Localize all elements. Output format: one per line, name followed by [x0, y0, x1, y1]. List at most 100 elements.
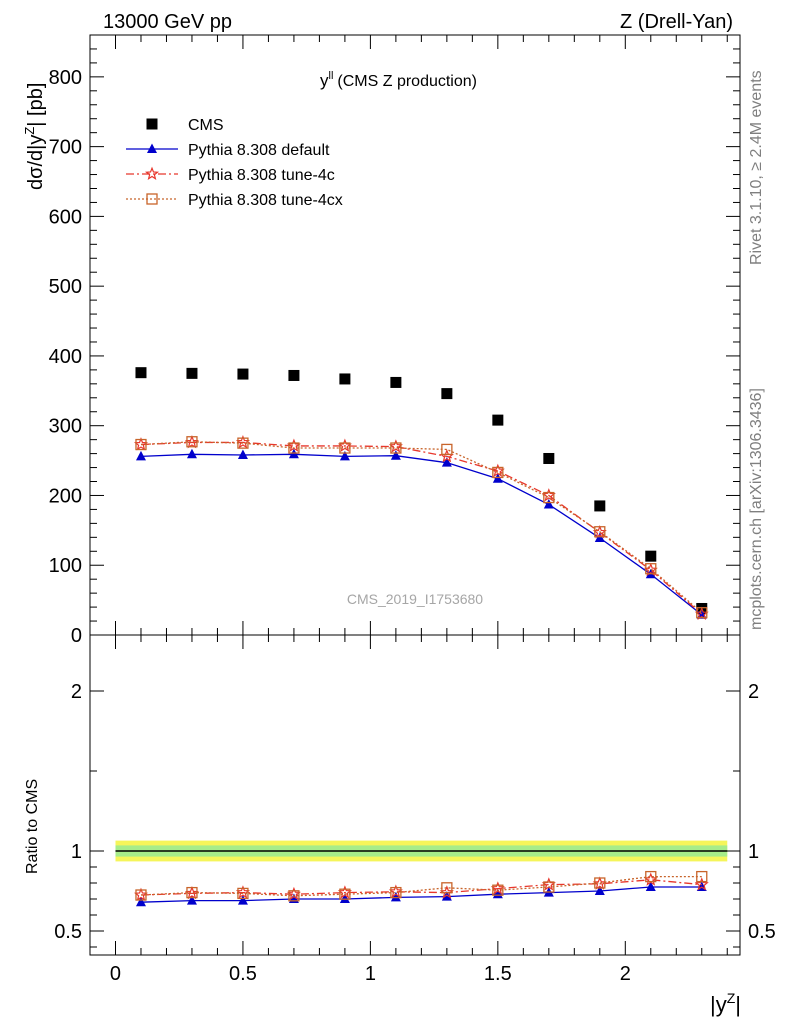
ratio-data-point: [439, 885, 454, 899]
rivet-label: Rivet 3.1.10, ≥ 2.4M events: [748, 70, 765, 265]
ratio-data-point: [186, 895, 197, 905]
main-data-point: [339, 442, 351, 454]
ratio-series-line: [140, 879, 702, 896]
xtick-label: 0.5: [229, 963, 257, 985]
ratio-data-point: [594, 877, 606, 889]
main-data-point: [135, 438, 147, 451]
xlabel: |yZ|: [710, 990, 741, 1017]
ratio-data-point: [237, 895, 248, 905]
legend-entry-2: Pythia 8.308 tune-4c: [126, 166, 335, 184]
plot-title-main: y: [320, 71, 329, 90]
ratio-data-point: [237, 887, 249, 900]
main-series-3: [135, 436, 708, 619]
ratio-data-point: [694, 877, 709, 891]
main-data-point: [696, 607, 708, 619]
main-data-point: [186, 436, 198, 448]
main-ytick-label: 600: [49, 206, 82, 228]
ratio-data-point: [235, 885, 250, 899]
main-data-point: [135, 367, 147, 379]
ratio-frame: [89, 634, 741, 956]
main-data-point: [643, 562, 658, 577]
main-ytick-label: 200: [49, 485, 82, 507]
legend-marker: [146, 118, 158, 130]
main-data-point: [339, 373, 351, 385]
main-data-point: [492, 466, 504, 479]
xlabel-b: |: [735, 992, 741, 1017]
main-data-point: [339, 450, 350, 461]
main-ylabel-b: | [pb]: [25, 83, 47, 127]
ratio-data-point: [390, 886, 402, 899]
main-series-line: [140, 453, 703, 616]
main-ylabel-a: dσ/d|y: [25, 135, 47, 190]
ratio-data-point: [645, 881, 656, 891]
main-ytick-label: 300: [49, 416, 82, 438]
ratio-data-point: [543, 881, 555, 893]
xtick-label: 2: [620, 963, 631, 985]
legend-entry-0: CMS: [146, 117, 224, 134]
ratio-data-point: [643, 872, 658, 886]
ratio-data-point: [390, 891, 401, 902]
xtick-label: 1.5: [484, 963, 512, 985]
ratio-data-point: [594, 885, 605, 895]
main-data-point: [237, 368, 249, 380]
main-series-0: [135, 367, 708, 614]
main-data-point: [541, 488, 556, 502]
ratio-plot: 0.5 0.5 1 1 2 2 0 0.5 1 1.5 2: [54, 634, 776, 985]
main-data-point: [390, 376, 402, 388]
main-ytick-label: 500: [49, 276, 82, 298]
main-series-line: [140, 441, 703, 615]
ratio-data-point: [441, 891, 452, 901]
plot-title: yll (CMS Z production): [320, 70, 477, 90]
legend-marker: [144, 166, 160, 180]
ratio-series-line: [140, 886, 702, 903]
main-data-point: [235, 435, 250, 449]
ratio-series-line: [140, 875, 702, 897]
ratio-data-point: [388, 884, 403, 898]
main-data-point: [388, 439, 403, 453]
ratio-data-point: [645, 870, 657, 883]
main-data-point: [237, 437, 249, 449]
watermark: CMS_2019_I1753680: [347, 591, 483, 607]
main-data-point: [592, 525, 607, 539]
main-data-point: [543, 499, 554, 509]
legend-marker: [146, 193, 158, 205]
main-data-point: [492, 414, 504, 426]
ratio-ylabel: Ratio to CMS: [24, 779, 41, 874]
main-data-point: [135, 450, 146, 461]
main-data-point: [186, 367, 198, 379]
xtick-label: 0: [110, 963, 121, 985]
ratio-ytick-label-right: 2: [748, 681, 759, 703]
main-ytick-label: 0: [71, 625, 82, 647]
ratio-data-point: [186, 886, 198, 899]
main-data-point: [543, 491, 555, 504]
ratio-ytick-label-right: 1: [748, 841, 759, 863]
main-ytick-label: 700: [49, 137, 82, 159]
main-data-point: [694, 606, 709, 621]
ratio-data-point: [492, 884, 504, 896]
ratio-data-point: [441, 882, 453, 894]
main-data-point: [490, 463, 505, 478]
ratio-data-point: [490, 881, 505, 895]
ratio-data-point: [337, 885, 352, 899]
ratio-data-point: [592, 876, 607, 890]
ratio-data-point: [696, 870, 708, 883]
xlabel-a: |y: [710, 992, 727, 1017]
xtick-label: 1: [365, 963, 376, 985]
main-data-point: [133, 437, 149, 451]
ratio-ytick-label-left: 2: [71, 681, 82, 703]
main-ytick-label: 400: [49, 346, 82, 368]
xlabel-sup: Z: [727, 990, 736, 1006]
legend-marker: [147, 143, 157, 153]
plot-title-rest: (CMS Z production): [337, 73, 477, 90]
ratio-data-point: [339, 893, 350, 903]
main-data-point: [441, 388, 453, 400]
main-data-point: [645, 550, 657, 562]
main-ylabel: dσ/d|yZ| [pb]: [22, 83, 47, 190]
legend: CMS Pythia 8.308 default Pythia 8.308 tune…: [126, 117, 343, 209]
main-ylabel-sup: Z: [22, 127, 37, 135]
main-ytick-label: 800: [49, 67, 82, 89]
main-data-point: [543, 452, 555, 464]
main-data-point: [390, 442, 402, 454]
ratio-data-point: [286, 886, 301, 901]
